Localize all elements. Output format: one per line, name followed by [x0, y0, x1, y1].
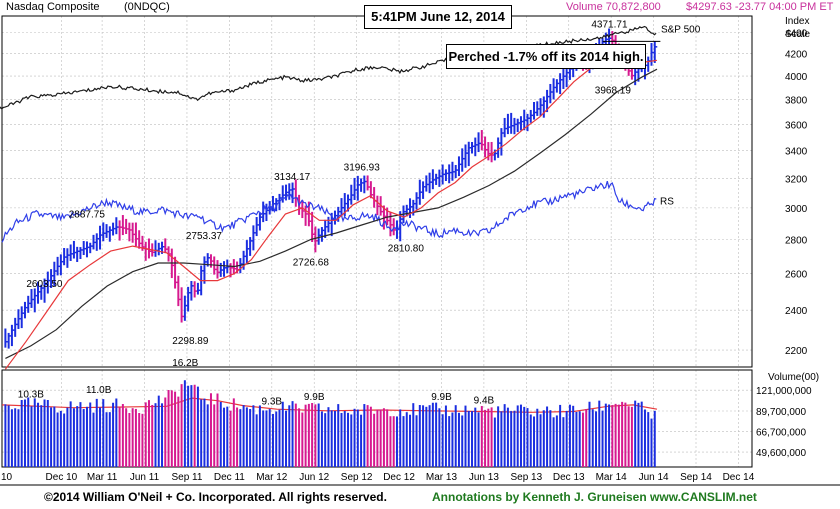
volume-tick-label: 89,700,000 — [756, 407, 806, 418]
price-axis-title-line-2: Scale — [785, 29, 810, 40]
date-tick-label: 10 — [1, 472, 13, 483]
volume-point-label: 10.3B — [18, 389, 44, 400]
price-tick-label: 4400 — [785, 28, 808, 39]
price-point-label: 2726.68 — [293, 258, 330, 269]
date-tick-label: Sep 14 — [680, 472, 712, 483]
rs-line — [1, 181, 657, 243]
sma-50-line — [4, 51, 658, 370]
volume-point-label: 9.9B — [304, 392, 325, 403]
volume-point-label: 9.9B — [431, 392, 452, 403]
date-tick-label: Sep 12 — [341, 472, 373, 483]
price-point-label: 3196.93 — [344, 163, 381, 174]
date-tick-label: Sep 11 — [171, 472, 202, 483]
annotation-box: Perched -1.7% off its 2014 high. — [446, 44, 646, 69]
price-tick-label: 2200 — [785, 346, 808, 357]
price-tick-label: 3800 — [785, 96, 808, 107]
index-symbol: (0NDQC) — [124, 1, 170, 13]
price-point-label: 2887.75 — [69, 209, 106, 220]
price-readout: $4297.63 -23.77 04:00 PM ET — [686, 1, 834, 13]
price-tick-label: 3000 — [785, 204, 808, 215]
sp500-line — [0, 25, 657, 110]
price-point-label: 3134.17 — [274, 172, 311, 183]
price-point-label: 2298.89 — [172, 336, 209, 347]
sp500-line-label: S&P 500 — [661, 24, 701, 35]
index-name: Nasdaq Composite — [6, 1, 100, 13]
price-bars — [4, 28, 658, 349]
price-tick-label: 3600 — [785, 120, 808, 131]
date-tick-label: Dec 13 — [553, 472, 585, 483]
volume-tick-label: 121,000,000 — [756, 386, 812, 397]
price-gridlines — [2, 16, 752, 367]
price-point-label: 4371.71 — [591, 19, 628, 30]
chart-labels: Index Scale 2200 2400 2600 2800 3000 3200 3400 36… — [1, 16, 819, 483]
date-tick-label: Dec 12 — [383, 472, 415, 483]
date-tick-label: Jun 11 — [130, 472, 160, 483]
price-axis-title-line-1: Index — [785, 16, 809, 27]
price-tick-label: 3200 — [785, 174, 808, 185]
sma-200-line — [5, 68, 658, 359]
volume-bars — [4, 380, 656, 467]
price-point-label: 2810.80 — [388, 244, 425, 255]
date-tick-label: Jun 12 — [299, 472, 329, 483]
price-tick-label: 2800 — [785, 236, 808, 247]
volume-point-label: 9.4B — [474, 396, 495, 407]
date-tick-label: Mar 11 — [87, 472, 118, 483]
price-tick-label: 3400 — [785, 147, 808, 158]
volume-tick-label: 49,600,000 — [756, 448, 806, 459]
date-tick-label: Dec 10 — [46, 472, 78, 483]
volume-readout: Volume 70,872,800 — [566, 1, 661, 13]
volume-point-label: 11.0B — [86, 385, 112, 396]
copyright-footer: ©2014 William O'Neil + Co. Incorporated.… — [44, 490, 387, 504]
volume-axis-title: Volume(00) — [768, 372, 819, 383]
price-point-label: 2753.37 — [186, 231, 223, 242]
date-tick-label: Sep 13 — [510, 472, 542, 483]
date-tick-label: Mar 13 — [426, 472, 458, 483]
volume-point-label: 9.3B — [262, 396, 283, 407]
date-tick-label: Dec 11 — [214, 472, 245, 483]
annotation-credit: Annotations by Kenneth J. Gruneisen www.… — [432, 490, 757, 504]
price-tick-label: 4200 — [785, 50, 808, 61]
price-tick-label: 2400 — [785, 306, 808, 317]
timestamp-box: 5:41PM June 12, 2014 — [364, 5, 512, 29]
date-tick-label: Mar 12 — [256, 472, 288, 483]
volume-point-label: 16.2B — [172, 358, 198, 369]
date-tick-label: Jun 14 — [639, 472, 669, 483]
price-point-label: 3968.19 — [595, 86, 632, 97]
volume-tick-label: 66,700,000 — [756, 428, 806, 439]
rs-line-label: RS — [660, 196, 674, 207]
price-tick-label: 4000 — [785, 72, 808, 83]
date-tick-label: Jun 13 — [469, 472, 499, 483]
price-tick-label: 2600 — [785, 269, 808, 280]
date-tick-label: Dec 14 — [723, 472, 755, 483]
price-point-label: 2603.50 — [26, 279, 63, 290]
date-tick-label: Mar 14 — [596, 472, 628, 483]
